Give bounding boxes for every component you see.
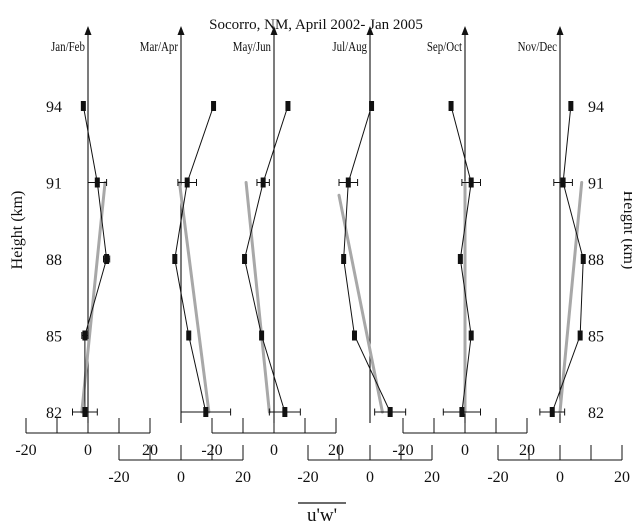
panel-profile-line [551,105,584,413]
panel-data-point [580,254,586,264]
panel-data-point [285,101,291,111]
panel-data-point [352,330,357,341]
height-tick-label-right: 94 [588,99,604,116]
panel-x-tick-label: -20 [15,442,36,459]
panel-data-point [560,177,566,188]
panel-data-point [260,177,266,188]
panel-data-point [369,101,375,111]
panel-axis-arrow [177,26,185,35]
height-tick-label-right: 88 [588,252,604,269]
panel-fit-line [558,181,584,414]
x-axis-label: u'w' [307,505,337,526]
panel-data-point [82,407,88,417]
panel-axis-arrow [461,26,469,35]
panel-sep-oct: Sep/Oct -20 0 20 [392,26,535,459]
panel-data-point [186,330,192,341]
panel-data-point [387,407,393,417]
height-tick-label-left: 91 [46,176,62,193]
panel-x-tick-label: 20 [328,442,344,459]
height-tick-label-right: 91 [588,176,604,193]
panel-mar-apr: Mar/Apr -20 0 20 [108,26,251,486]
panel-data-point [459,407,465,417]
panel-data-point [242,254,248,264]
panel-x-tick-label: -20 [201,442,222,459]
height-tick-label-right: 85 [588,329,604,346]
panel-axis-arrow [270,26,278,35]
panel-data-point [341,254,347,264]
panel-nov-dec: Nov/Dec -20 0 20 [487,26,630,486]
panel-label: Jul/Aug [332,39,367,55]
panel-data-point [448,101,454,111]
panel-data-point [282,407,288,417]
panel-fit-line [177,181,211,414]
panel-jul-aug: Jul/Aug -20 0 20 [297,26,440,486]
panel-x-tick-label: -20 [487,469,508,486]
y-axis-label-left: Height (km) [9,191,26,270]
panel-x-tick-label: 0 [84,442,92,459]
panel-x-tick-label: 20 [235,469,251,486]
panel-x-tick-label: 0 [556,469,564,486]
panel-data-point [94,177,100,188]
height-tick-label-left: 94 [46,99,62,116]
panel-x-tick-label: 0 [177,469,185,486]
panel-profile-line [244,105,289,413]
panel-data-point [172,254,178,264]
panel-x-tick-label: 0 [270,442,278,459]
panel-fit-line [80,181,107,414]
panel-data-point [468,330,474,341]
chart-title: Socorro, NM, April 2002- Jan 2005 [209,17,423,33]
panel-x-tick-label: 20 [614,469,630,486]
panel-x-tick-label: -20 [297,469,318,486]
panel-data-point [468,177,474,188]
height-tick-label-left: 82 [46,405,62,422]
panel-x-tick-label: -20 [392,442,413,459]
panel-data-point [568,101,574,111]
panel-axis-arrow [556,26,564,35]
panel-label: Nov/Dec [518,39,558,55]
panel-data-point [577,330,583,341]
panel-data-point [549,407,555,417]
panel-x-tick-label: 0 [461,442,469,459]
y-axis-label-right: Height (km) [620,191,632,270]
height-tick-label-right: 82 [588,405,604,422]
panel-label: Mar/Apr [140,39,179,55]
panel-data-point [211,101,217,111]
panel-fit-line [337,193,384,414]
panel-data-point [184,177,190,188]
panel-axis-arrow [366,26,374,35]
panel-data-point [345,177,351,188]
height-tick-label-left: 85 [46,329,62,346]
panel-label: Sep/Oct [427,39,463,55]
panel-data-point [259,330,265,341]
panel-axis-arrow [84,26,92,35]
panel-data-point [80,101,86,111]
x-axis-title: u'w' [298,502,346,526]
panel-may-jun: May/Jun -20 0 20 [201,26,344,459]
panel-label: May/Jun [233,39,272,55]
panel-data-point [457,254,463,264]
panel-x-tick-label: 20 [519,442,535,459]
panel-x-tick-label: 0 [366,469,374,486]
height-tick-label-left: 88 [46,252,62,269]
panel-label: Jan/Feb [51,39,85,55]
panel-data-point [203,407,209,417]
panel-jan-feb: Jan/Feb-20 0 20 [15,26,158,459]
panel-x-tick-label: -20 [108,469,129,486]
panel-fit-line [244,181,271,414]
panel-data-point [82,330,88,341]
panel-data-point [104,254,110,264]
panel-x-tick-label: 20 [424,469,440,486]
